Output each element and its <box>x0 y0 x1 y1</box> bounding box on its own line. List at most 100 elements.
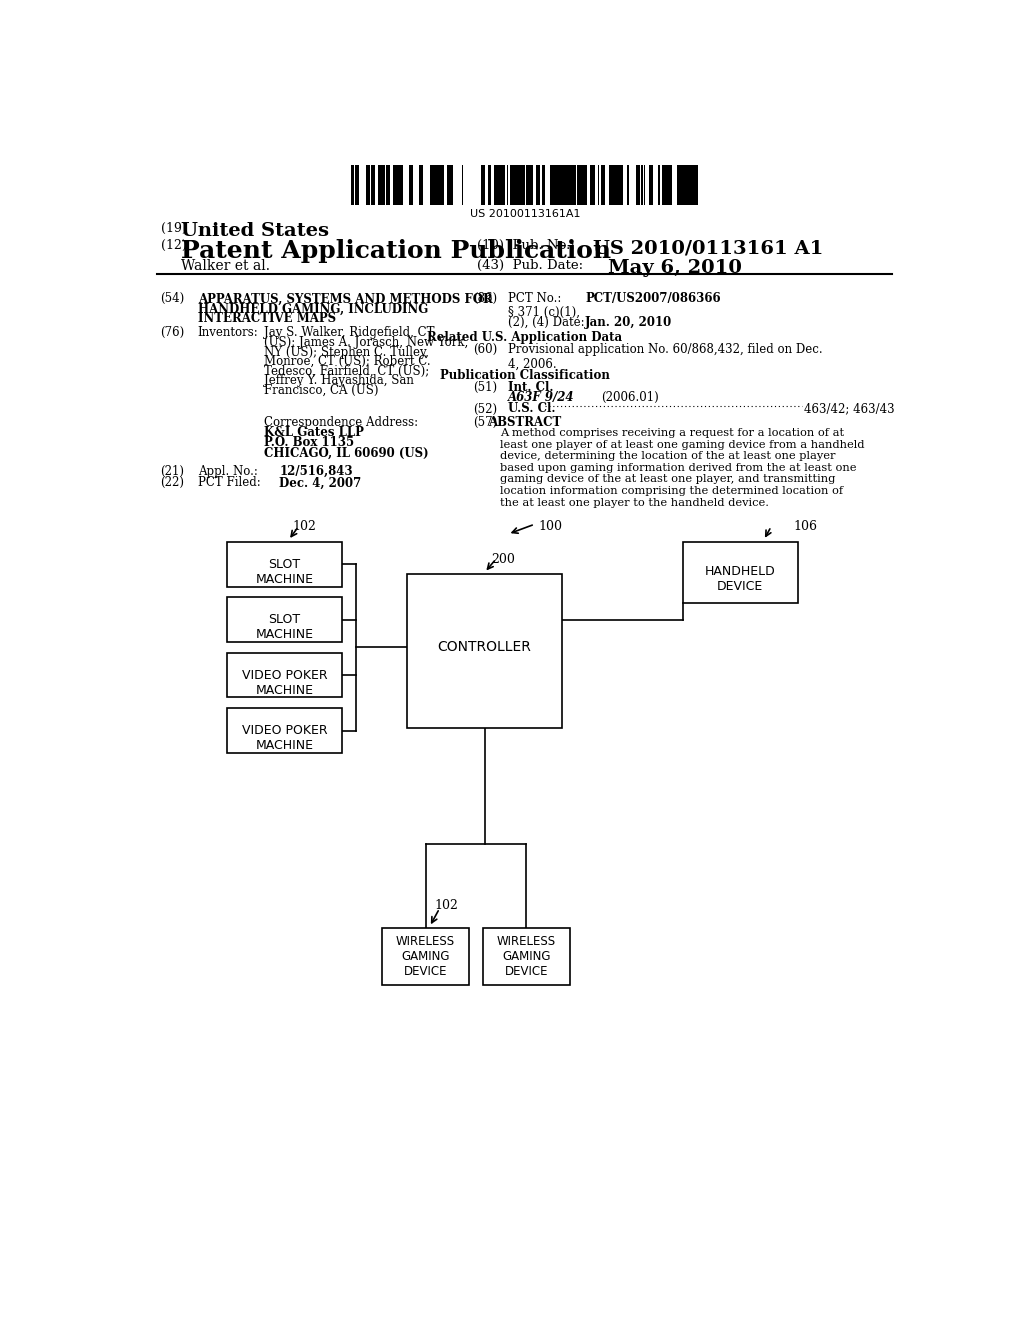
Text: A method comprises receiving a request for a location of at
least one player of : A method comprises receiving a request f… <box>500 428 864 507</box>
Bar <box>593 165 595 205</box>
Bar <box>582 165 583 205</box>
Text: SLOT
MACHINE: SLOT MACHINE <box>256 558 313 586</box>
Text: (US); James A. Jorasch, New York,: (US); James A. Jorasch, New York, <box>263 335 468 348</box>
Text: (2), (4) Date:: (2), (4) Date: <box>508 317 585 329</box>
Bar <box>572 165 575 205</box>
Bar <box>553 165 554 205</box>
Bar <box>691 165 694 205</box>
Text: Correspondence Address:: Correspondence Address: <box>263 416 418 429</box>
Text: INTERACTIVE MAPS: INTERACTIVE MAPS <box>198 313 336 326</box>
Text: Monroe, CT (US); Robert C.: Monroe, CT (US); Robert C. <box>263 355 430 368</box>
Text: US 2010/0113161 A1: US 2010/0113161 A1 <box>593 239 823 257</box>
Bar <box>495 165 496 205</box>
Bar <box>562 165 566 205</box>
Text: Patent Application Publication: Patent Application Publication <box>180 239 611 263</box>
Text: VIDEO POKER
MACHINE: VIDEO POKER MACHINE <box>242 669 328 697</box>
Bar <box>641 165 643 205</box>
Text: NY (US); Stephen C. Tulley,: NY (US); Stephen C. Tulley, <box>263 346 428 359</box>
Text: (19): (19) <box>161 222 186 235</box>
Bar <box>681 165 685 205</box>
Bar <box>636 165 640 205</box>
Text: SLOT
MACHINE: SLOT MACHINE <box>256 614 313 642</box>
Bar <box>397 165 399 205</box>
Bar <box>521 165 524 205</box>
Bar <box>538 165 539 205</box>
Text: Jay S. Walker, Ridgefield, CT: Jay S. Walker, Ridgefield, CT <box>263 326 434 339</box>
Bar <box>357 165 359 205</box>
Text: CONTROLLER: CONTROLLER <box>437 640 531 653</box>
Bar <box>694 165 698 205</box>
Text: Int. Cl.: Int. Cl. <box>508 381 553 393</box>
Bar <box>627 165 629 205</box>
Text: VIDEO POKER
MACHINE: VIDEO POKER MACHINE <box>242 725 328 752</box>
Text: § 371 (c)(1),: § 371 (c)(1), <box>508 306 580 319</box>
Text: Jan. 20, 2010: Jan. 20, 2010 <box>586 317 673 329</box>
Text: Jeffrey Y. Hayashida, San: Jeffrey Y. Hayashida, San <box>263 375 414 387</box>
Bar <box>683 541 798 603</box>
Text: Related U.S. Application Data: Related U.S. Application Data <box>427 331 623 345</box>
Bar <box>604 165 605 205</box>
Bar <box>451 165 453 205</box>
Bar <box>510 165 513 205</box>
Bar <box>381 165 383 205</box>
Bar <box>550 165 553 205</box>
Text: K&L Gates LLP: K&L Gates LLP <box>263 426 364 440</box>
Text: Walker et al.: Walker et al. <box>180 259 269 272</box>
Text: Tedesco, Fairfield, CT (US);: Tedesco, Fairfield, CT (US); <box>263 364 429 378</box>
Text: Provisional application No. 60/868,432, filed on Dec.
4, 2006.: Provisional application No. 60/868,432, … <box>508 343 822 371</box>
Text: 102: 102 <box>435 899 459 912</box>
Bar <box>662 165 666 205</box>
Text: US 20100113161A1: US 20100113161A1 <box>470 209 580 219</box>
Bar <box>407 574 562 729</box>
Bar <box>449 165 451 205</box>
Bar <box>528 165 532 205</box>
Text: PCT Filed:: PCT Filed: <box>198 477 260 490</box>
Bar <box>555 165 557 205</box>
Text: Publication Classification: Publication Classification <box>440 370 609 383</box>
Bar <box>399 165 403 205</box>
Text: United States: United States <box>180 222 329 239</box>
Bar <box>525 165 528 205</box>
Bar <box>355 165 357 205</box>
Bar <box>378 165 381 205</box>
Text: (76): (76) <box>161 326 184 339</box>
Text: HANDHELD
DEVICE: HANDHELD DEVICE <box>705 565 775 593</box>
Bar <box>410 165 411 205</box>
Text: (10)  Pub. No.:: (10) Pub. No.: <box>477 239 574 252</box>
Bar <box>602 165 604 205</box>
Bar <box>366 165 369 205</box>
Bar <box>489 165 490 205</box>
Bar <box>621 165 624 205</box>
Bar <box>583 165 587 205</box>
Text: Appl. No.:: Appl. No.: <box>198 465 258 478</box>
Bar <box>442 165 444 205</box>
Bar <box>689 165 691 205</box>
Bar <box>227 709 342 752</box>
Text: (54): (54) <box>161 293 184 305</box>
Text: P.O. Box 1135: P.O. Box 1135 <box>263 437 353 449</box>
Bar <box>432 165 434 205</box>
Bar <box>441 165 442 205</box>
Bar <box>483 928 569 985</box>
Text: (52): (52) <box>473 403 497 416</box>
Bar <box>500 165 502 205</box>
Bar <box>566 165 569 205</box>
Text: (43)  Pub. Date:: (43) Pub. Date: <box>477 259 583 272</box>
Text: WIRELESS
GAMING
DEVICE: WIRELESS GAMING DEVICE <box>497 935 556 978</box>
Text: May 6, 2010: May 6, 2010 <box>608 259 742 276</box>
Bar <box>412 165 414 205</box>
Text: U.S. Cl.: U.S. Cl. <box>508 403 555 416</box>
Text: ABSTRACT: ABSTRACT <box>488 416 561 429</box>
Text: (60): (60) <box>473 343 497 356</box>
Bar <box>386 165 390 205</box>
Text: 100: 100 <box>539 520 563 533</box>
Bar <box>372 165 375 205</box>
Bar <box>518 165 521 205</box>
Bar <box>670 165 672 205</box>
Text: (57): (57) <box>473 416 497 429</box>
Text: Dec. 4, 2007: Dec. 4, 2007 <box>280 477 361 490</box>
Bar <box>515 165 518 205</box>
Text: (12): (12) <box>161 239 186 252</box>
Bar <box>608 165 612 205</box>
Bar <box>502 165 506 205</box>
